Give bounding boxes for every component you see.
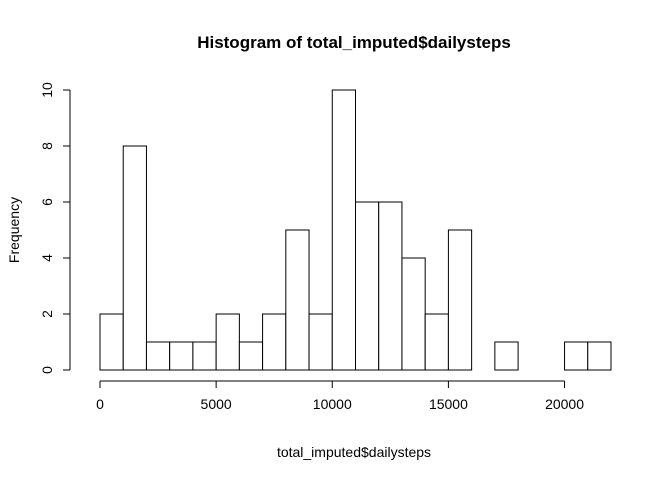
histogram-bar-14 (424, 313, 449, 371)
histogram-bar-7 (262, 313, 287, 371)
y-tick-label-3: 6 (39, 198, 55, 206)
y-tick-label-0: 0 (39, 366, 55, 374)
x-axis-label: total_imputed$dailysteps (277, 444, 431, 460)
histogram-bar-20 (564, 341, 589, 371)
y-axis-label: Frequency (6, 197, 22, 263)
y-tick-label-1: 2 (39, 310, 55, 318)
histogram-bar-3 (169, 341, 194, 371)
histogram-bar-17 (494, 341, 519, 371)
histogram-bar-13 (401, 257, 426, 371)
histogram-bar-10 (331, 89, 357, 371)
histogram-bar-6 (238, 341, 264, 371)
histogram-bar-12 (378, 201, 403, 371)
bars-group (99, 89, 612, 371)
y-axis: 0 2 4 6 8 10 (39, 82, 71, 374)
x-axis: 0 5000 10000 15000 20000 (96, 380, 584, 412)
x-tick-label-1: 5000 (201, 396, 232, 412)
x-tick-label-3: 15000 (429, 396, 468, 412)
histogram-bar-9 (308, 313, 333, 371)
histogram-bar-5 (215, 313, 240, 371)
histogram-bar-0 (99, 313, 124, 371)
histogram-bar-15 (447, 229, 473, 371)
y-tick-label-2: 4 (39, 254, 55, 262)
histogram-bar-11 (355, 201, 380, 371)
histogram-bar-1 (122, 145, 147, 371)
histogram-bar-8 (285, 229, 310, 371)
y-tick-label-5: 10 (39, 82, 55, 98)
x-tick-label-4: 20000 (545, 396, 584, 412)
x-tick-label-0: 0 (96, 396, 104, 412)
chart-title: Histogram of total_imputed$dailysteps (197, 33, 511, 52)
y-tick-label-4: 8 (39, 142, 55, 150)
histogram-bar-21 (587, 341, 612, 371)
histogram-bar-2 (145, 341, 171, 371)
x-tick-label-2: 10000 (313, 396, 352, 412)
histogram-bar-4 (192, 341, 217, 371)
